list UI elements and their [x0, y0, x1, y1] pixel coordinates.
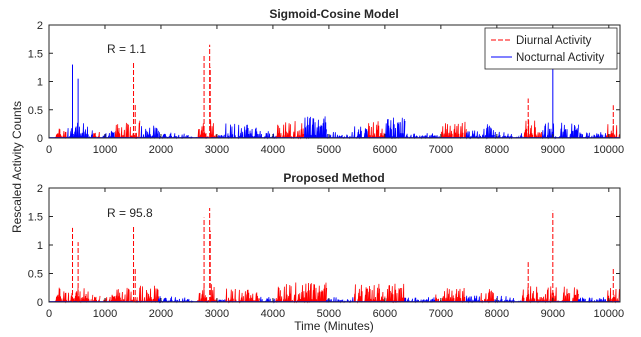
y-tick-label: 1.5: [28, 212, 43, 224]
y-axis-label: Rescaled Activity Counts: [10, 101, 24, 233]
x-tick-label: 9000: [541, 144, 565, 156]
x-tick-label: 3000: [205, 308, 229, 320]
legend-box: [484, 27, 618, 70]
y-tick-label: 2: [37, 20, 43, 32]
x-tick-label: 5000: [317, 308, 341, 320]
x-tick-label: 2000: [149, 144, 173, 156]
x-tick-label: 3000: [205, 144, 229, 156]
r-annotation: R = 1.1: [107, 42, 146, 56]
y-tick-label: 1: [37, 240, 43, 252]
chart-title: Proposed Method: [283, 171, 384, 185]
axes: 0 1000 2000 3000 4000 5000 6000 7000 8000 9000 100…: [28, 20, 624, 156]
x-tick-label: 0: [46, 308, 52, 320]
y-tick-label: 2: [37, 183, 43, 195]
x-tick-label: 4000: [261, 308, 285, 320]
y-tick-label: 1: [37, 77, 43, 89]
x-tick-label: 9000: [541, 308, 565, 320]
x-tick-label: 8000: [485, 308, 509, 320]
diurnal-activity-trace: [114, 285, 159, 304]
x-axis-label: Time (Minutes): [294, 319, 374, 333]
diurnal-activity-trace: [275, 121, 305, 140]
legend-entry-nocturnal: Nocturnal Activity: [516, 52, 604, 64]
sigmoid-cosine-panel: Sigmoid-Cosine Model 0 1000 2000 3000 4000 50…: [28, 7, 624, 156]
x-tick-label: 1000: [93, 308, 117, 320]
x-tick-label: 2000: [149, 308, 173, 320]
x-tick-label: 10000: [594, 144, 625, 156]
x-tick-label: 0: [46, 144, 52, 156]
x-tick-label: 7000: [429, 144, 453, 156]
x-tick-label: 6000: [373, 144, 397, 156]
y-tick-label: 0.5: [28, 105, 43, 117]
diurnal-activity-trace: [367, 121, 386, 139]
proposed-method-panel: Proposed Method 0 1000 2000 3000 4000 5000 600…: [28, 171, 624, 320]
x-tick-label: 6000: [373, 308, 397, 320]
x-tick-label: 8000: [485, 144, 509, 156]
y-tick-label: 1.5: [28, 48, 43, 60]
x-tick-label: 7000: [429, 308, 453, 320]
y-tick-label: 0: [37, 297, 43, 309]
chart-title: Sigmoid-Cosine Model: [269, 7, 398, 21]
x-tick-label: 1000: [93, 144, 117, 156]
legend: Diurnal Activity Nocturnal Activity: [484, 27, 618, 70]
legend-entry-diurnal: Diurnal Activity: [516, 35, 592, 47]
x-tick-label: 4000: [261, 144, 285, 156]
y-tick-label: 0: [37, 133, 43, 145]
x-tick-label: 5000: [317, 144, 341, 156]
x-tick-label: 10000: [594, 308, 625, 320]
r-annotation: R = 95.8: [107, 206, 153, 220]
axes: 0 1000 2000 3000 4000 5000 6000 7000 8000 9000 100…: [28, 183, 624, 320]
y-tick-label: 0.5: [28, 269, 43, 281]
